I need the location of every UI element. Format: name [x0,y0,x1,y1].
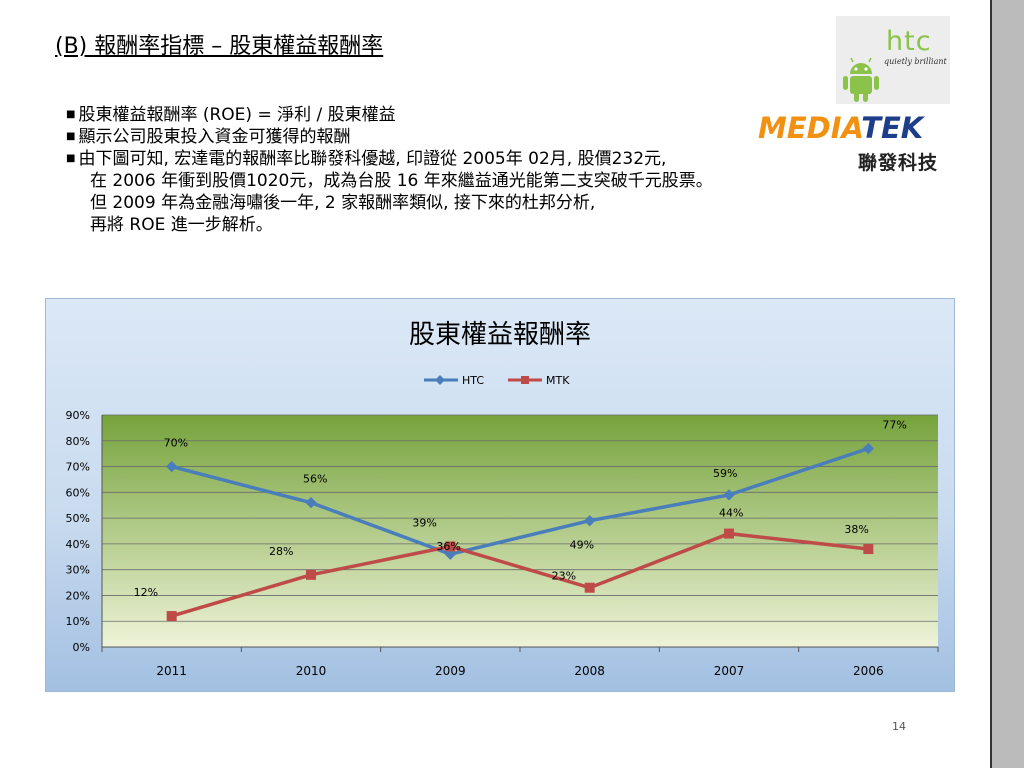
data-label-mtk: 23% [552,570,576,583]
data-point-htc [862,442,874,455]
y-tick-label: 30% [66,564,90,577]
x-tick-label: 2008 [574,664,605,678]
data-label-mtk: 38% [844,523,868,536]
data-label-htc: 77% [882,419,906,432]
android-robot-icon [843,57,879,102]
slide-edge-decoration [990,0,1024,768]
y-tick-label: 0% [73,641,90,654]
mediatek-logo-part1: MEDIA [758,111,862,145]
y-tick-label: 70% [66,461,90,474]
data-label-mtk: 39% [412,516,436,529]
data-label-mtk: 28% [269,545,293,558]
legend-htc-marker [435,375,445,385]
bullet-continuation: 在 2006 年衝到股價1020元，成為台股 16 年來繼益通光能第二支突破千元… [90,171,713,191]
page-number: 14 [892,720,906,733]
chart-legend: HTC MTK [424,374,570,387]
data-point-mtk [166,611,177,622]
roe-line-chart: 股東權益報酬率 HTC MTK 0% 10% 20% 30% 40% 50% 60% 70% 8… [66,320,939,678]
bullet-continuation: 再將 ROE 進一步解析。 [90,215,273,235]
x-tick-label: 2010 [296,664,327,678]
bullet-text: 顯示公司股東投入資金可獲得的報酬 [78,127,351,147]
legend-htc-label: HTC [462,374,484,387]
data-point-mtk [863,544,874,555]
data-point-mtk [445,541,456,552]
y-tick-label: 90% [66,409,90,422]
data-point-mtk [724,528,734,539]
bullet-item: ■ 顯示公司股東投入資金可獲得的報酬 [66,127,351,147]
slide-title: (B) 報酬率指標 – 股東權益報酬率 [55,34,384,59]
data-point-mtk [584,582,595,593]
y-tick-label: 50% [66,512,90,525]
bullet-list: ■ 股東權益報酬率 (ROE) = 淨利 / 股東權益 ■ 顯示公司股東投入資金可獲… [66,104,713,236]
x-tick-label: 2006 [853,664,884,678]
data-label-htc: 36% [436,540,460,553]
roe-chart-frame: 股東權益報酬率 HTC MTK 0% 10% 20% 30% 40% 50% 60% 70% 8… [45,298,955,692]
data-label-htc: 59% [713,467,737,480]
bullet-continuation: 但 2009 年為金融海嘯後一年, 2 家報酬率類似, 接下來的杜邦分析, [90,193,596,213]
y-tick-label: 60% [66,486,90,499]
bullet-text: 由下圖可知, 宏達電的報酬率比聯發科優越, 印證從 2005年 02月, 股價2… [78,149,667,169]
data-label-mtk: 12% [134,586,158,599]
htc-logo-text: htc [886,26,932,57]
y-tick-label: 80% [66,435,90,448]
series-line-mtk [171,531,869,618]
data-label-htc: 70% [164,437,188,450]
legend-mtk-label: MTK [546,374,570,387]
mediatek-logo-part2: TEK [861,111,924,145]
x-tick-label: 2007 [714,664,745,678]
data-point-mtk [306,569,316,580]
x-tick-label: 2011 [156,664,187,678]
data-point-htc [723,489,735,501]
mediatek-chinese-name: 聯發科技 [858,152,939,174]
legend-mtk-marker [521,376,529,384]
series-line-htc [171,446,869,557]
data-label-mtk: 44% [719,507,743,520]
y-tick-label: 20% [66,589,90,602]
bullet-item: ■ 股東權益報酬率 (ROE) = 淨利 / 股東權益 [66,105,396,125]
plot-area [102,415,938,647]
bullet-item: ■ 由下圖可知, 宏達電的報酬率比聯發科優越, 印證從 2005年 02月, 股價… [66,149,667,169]
y-tick-label: 10% [66,615,90,628]
htc-tagline: quietly brilliant [884,57,947,66]
mediatek-logo: MEDIATEK [758,111,923,145]
data-label-htc: 49% [570,539,594,552]
data-point-htc [166,460,178,473]
data-label-htc: 56% [303,473,327,486]
bullet-text: 股東權益報酬率 (ROE) = 淨利 / 股東權益 [78,105,396,125]
x-tick-label: 2009 [435,664,466,678]
data-point-htc [305,496,317,509]
y-tick-label: 40% [66,538,90,551]
chart-title: 股東權益報酬率 [409,320,591,350]
